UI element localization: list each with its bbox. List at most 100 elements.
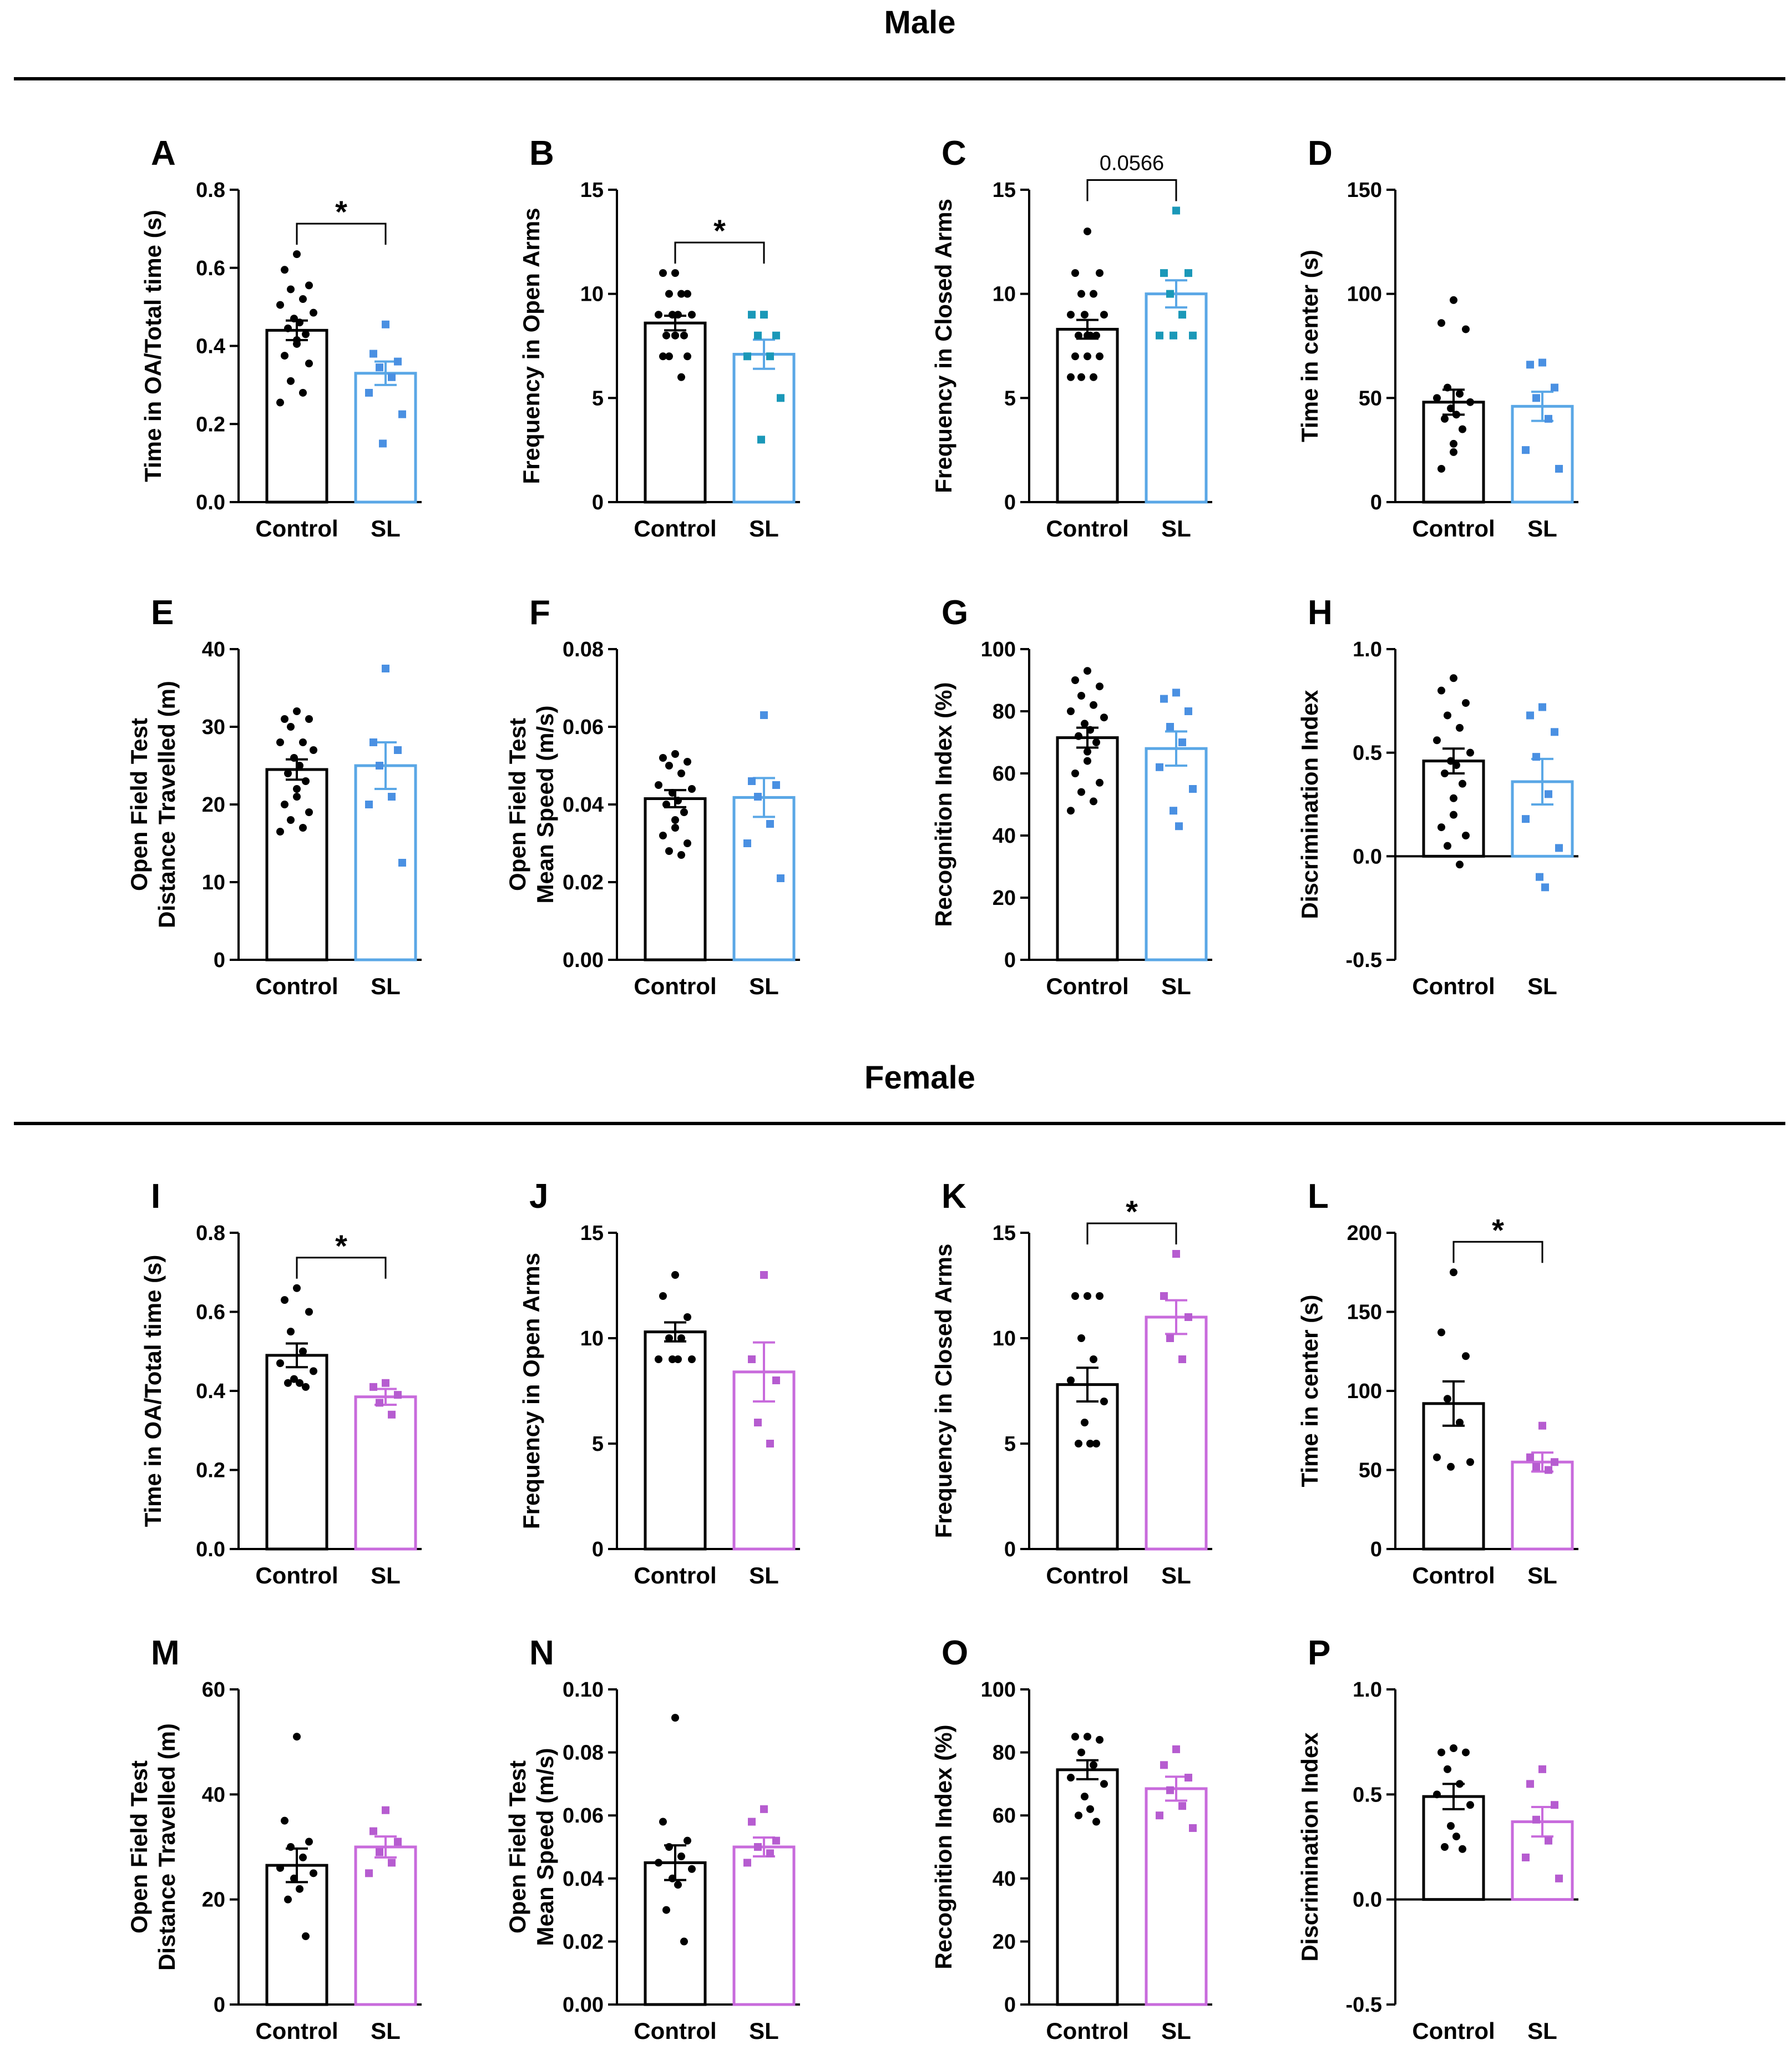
data-point-control [302, 1932, 310, 1940]
data-point-control [688, 1355, 696, 1363]
data-point-control [302, 777, 310, 785]
data-point-control [671, 1714, 679, 1722]
data-point-control [1100, 1780, 1108, 1788]
data-point-sl [1555, 844, 1563, 852]
data-point-control [1092, 331, 1100, 340]
x-category-label: SL [1527, 515, 1557, 541]
x-category-label: Control [255, 2018, 338, 2044]
data-point-control [671, 750, 679, 758]
data-point-control [293, 1733, 301, 1741]
y-axis-title: Time in center (s) [1297, 1295, 1323, 1487]
data-point-control [290, 1375, 298, 1383]
y-tick-label: 15 [993, 179, 1016, 202]
data-point-control [296, 1379, 303, 1387]
data-point-control [1450, 296, 1457, 304]
data-point-control [1090, 701, 1097, 709]
data-point-sl [1178, 311, 1186, 319]
y-tick-label: 60 [993, 762, 1016, 786]
section-title-female: Female [864, 1060, 975, 1096]
y-axis-title: Mean Speed (m/s) [532, 705, 558, 903]
y-tick-label: 60 [202, 1678, 225, 1702]
data-point-sl [388, 1410, 396, 1419]
y-axis-title: Recognition Index (%) [930, 682, 956, 927]
panel-j: J 0 5 10 15 Frequency in Open Arms Control SL [518, 1177, 800, 1588]
data-point-control [665, 847, 673, 855]
y-axis-title: Frequency in Closed Arms [930, 199, 956, 493]
data-point-control [1090, 373, 1097, 381]
data-point-sl [388, 1859, 396, 1867]
y-tick-label: 80 [993, 700, 1016, 723]
y-tick-label: 40 [202, 1783, 225, 1806]
x-category-label: SL [371, 973, 401, 999]
data-point-control [669, 1355, 676, 1363]
y-tick-label: 0.08 [563, 638, 604, 661]
data-point-control [1466, 748, 1474, 757]
y-tick-label: 10 [580, 283, 604, 306]
y-tick-label: 5 [1004, 387, 1016, 410]
bar-sl [732, 353, 796, 504]
data-point-control [1084, 1292, 1091, 1300]
data-point-control [1096, 1292, 1103, 1300]
data-point-control [281, 352, 288, 360]
data-point-sl [754, 1419, 762, 1426]
data-point-sl [1545, 790, 1552, 798]
x-category-label: SL [371, 2018, 401, 2044]
data-point-control [1437, 464, 1445, 473]
data-point-control [1447, 1462, 1455, 1471]
y-axis-title: Open Field Test [126, 1760, 152, 1934]
x-category-label: Control [634, 1562, 716, 1588]
data-point-control [1086, 1440, 1094, 1447]
data-point-control [659, 754, 667, 762]
data-point-control [276, 1864, 284, 1872]
y-tick-label: 50 [1359, 1459, 1382, 1482]
data-point-sl [1545, 414, 1552, 423]
data-point-control [665, 352, 673, 361]
data-point-control [1090, 290, 1097, 298]
x-category-label: Control [1046, 1562, 1128, 1588]
y-tick-label: 10 [993, 1327, 1016, 1350]
y-tick-label: 40 [202, 638, 225, 661]
y-axis-title: Discrimination Index [1297, 690, 1323, 919]
data-point-control [1090, 1355, 1097, 1363]
panel-letter: D [1308, 134, 1333, 173]
data-point-sl [772, 1376, 780, 1384]
data-point-control [1096, 778, 1103, 787]
data-point-control [1075, 1811, 1082, 1820]
y-axis-title: Time in OA/Total time (s) [140, 1255, 166, 1527]
data-point-sl [766, 1849, 774, 1857]
y-tick-label: 1.0 [1353, 638, 1382, 661]
x-category-label: Control [255, 1562, 338, 1588]
bar-sl [732, 1845, 796, 2006]
data-point-control [287, 377, 295, 385]
data-point-control [671, 331, 679, 340]
y-tick-label: 100 [981, 638, 1016, 661]
panel-letter: F [529, 594, 550, 632]
data-point-sl [743, 839, 751, 847]
data-point-control [1437, 1748, 1445, 1757]
data-point-control [1067, 707, 1075, 715]
data-point-sl [1522, 1853, 1530, 1861]
y-tick-label: 5 [1004, 1433, 1016, 1456]
data-point-sl [394, 1838, 402, 1846]
x-category-label: SL [1527, 973, 1557, 999]
data-point-control [1084, 667, 1091, 675]
data-point-control [305, 1308, 313, 1316]
x-category-label: Control [255, 515, 338, 541]
y-tick-label: 0.4 [196, 1380, 225, 1403]
x-category-label: Control [634, 973, 716, 999]
data-point-control [1462, 1748, 1470, 1757]
data-point-control [684, 1313, 691, 1321]
data-point-control [659, 1292, 667, 1300]
data-point-control [677, 290, 685, 298]
data-point-control [1084, 747, 1091, 756]
data-point-control [684, 352, 691, 361]
data-point-control [299, 1347, 307, 1355]
y-tick-label: 30 [202, 716, 225, 739]
data-point-control [1437, 1328, 1445, 1337]
data-point-sl [376, 363, 383, 372]
data-point-control [662, 331, 670, 340]
y-tick-label: 0 [214, 949, 225, 972]
data-point-sl [394, 746, 402, 754]
x-category-label: SL [1161, 515, 1191, 541]
data-point-sl [1172, 689, 1180, 697]
